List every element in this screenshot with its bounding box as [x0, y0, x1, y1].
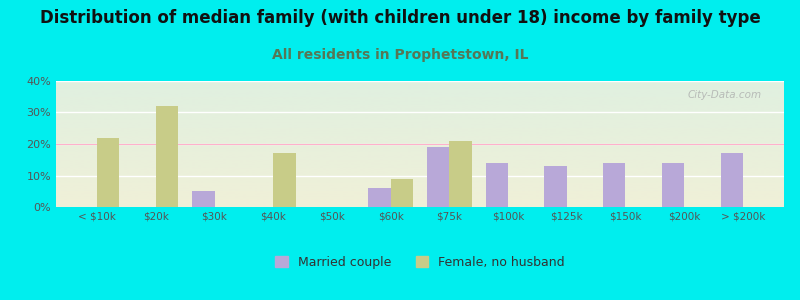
Bar — [97, 138, 119, 207]
Bar — [156, 106, 178, 207]
Text: Distribution of median family (with children under 18) income by family type: Distribution of median family (with chil… — [40, 9, 760, 27]
Bar — [368, 188, 390, 207]
Bar — [427, 147, 450, 207]
Bar — [662, 163, 684, 207]
Bar — [545, 166, 566, 207]
Text: City-Data.com: City-Data.com — [688, 90, 762, 100]
Bar — [192, 191, 214, 207]
Text: All residents in Prophetstown, IL: All residents in Prophetstown, IL — [272, 48, 528, 62]
Bar — [603, 163, 626, 207]
Legend: Married couple, Female, no husband: Married couple, Female, no husband — [270, 251, 570, 274]
Bar — [274, 153, 295, 207]
Bar — [486, 163, 508, 207]
Bar — [721, 153, 743, 207]
Bar — [450, 141, 472, 207]
Bar — [390, 178, 413, 207]
